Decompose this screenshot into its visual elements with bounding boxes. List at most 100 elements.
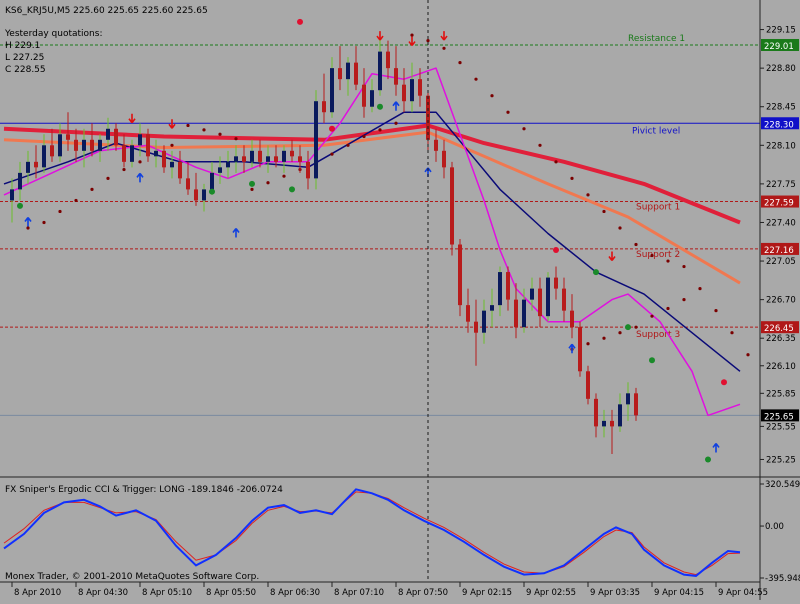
candle-body — [210, 172, 214, 190]
candle-body — [434, 139, 438, 151]
signal-dot — [297, 18, 303, 25]
symbol-header: KS6_KRJ5U,M5 225.60 225.65 225.60 225.65 — [5, 6, 208, 16]
sell-arrow-icon — [168, 119, 176, 129]
candle-body — [34, 161, 38, 168]
oscillator-tick-label: 0.00 — [765, 522, 784, 532]
level-tag: 227.59 — [764, 199, 794, 209]
psar-dot — [426, 38, 430, 43]
psar-dot — [586, 193, 590, 197]
candle-body — [466, 305, 470, 322]
moving-average-line — [3, 130, 741, 285]
signal-dot — [249, 180, 255, 187]
time-tick-label: 8 Apr 06:30 — [270, 588, 320, 598]
psar-dot — [698, 287, 702, 291]
candle-body — [626, 393, 630, 405]
moving-average-line — [3, 123, 741, 225]
parabolic-sar-dots — [26, 33, 750, 357]
psar-dot — [650, 314, 654, 318]
level-label: Support 2 — [636, 250, 680, 260]
psar-dot — [410, 33, 414, 37]
psar-dot — [522, 127, 526, 131]
sell-arrow-icon — [376, 31, 384, 41]
candle-body — [410, 79, 414, 102]
candle-body — [290, 150, 294, 157]
candlestick-series — [10, 35, 638, 454]
candle-body — [10, 189, 14, 201]
level-tag-bg — [761, 117, 799, 130]
time-tick-label: 8 Apr 07:10 — [334, 588, 384, 598]
level-label: Pivict level — [632, 126, 680, 136]
level-tag: 227.16 — [764, 246, 794, 256]
candle-body — [354, 62, 358, 85]
price-tick-label: 228.45 — [766, 103, 796, 113]
candle-body — [218, 167, 222, 173]
psar-dot — [490, 94, 494, 98]
time-tick-label: 8 Apr 04:30 — [78, 588, 128, 598]
price-tick-label: 226.10 — [766, 362, 796, 372]
candle-body — [90, 139, 94, 151]
time-tick-label: 9 Apr 04:15 — [654, 588, 704, 598]
candle-body — [562, 288, 566, 311]
psar-dot — [250, 187, 254, 191]
price-tick-label: 228.80 — [766, 64, 796, 74]
candle-body — [18, 172, 22, 190]
psar-dot — [570, 176, 574, 180]
candle-body — [194, 189, 198, 201]
candle-body — [554, 277, 558, 289]
sell-arrow-icon — [128, 113, 136, 124]
psar-dot — [714, 309, 718, 313]
candle-body — [346, 62, 350, 80]
signal-dot — [705, 456, 711, 463]
copyright-text: Monex Trader, © 2001-2010 MetaQuotes Sof… — [5, 572, 259, 582]
candle-body — [298, 156, 302, 162]
candle-body — [570, 310, 574, 328]
time-tick-label: 8 Apr 05:10 — [142, 588, 192, 598]
price-tick-label: 227.05 — [766, 257, 796, 267]
signal-dot — [593, 269, 599, 276]
price-tick-label: 226.70 — [766, 296, 796, 306]
candle-body — [66, 134, 70, 140]
signal-dot — [625, 324, 631, 331]
candle-body — [602, 420, 606, 427]
time-tick-label: 9 Apr 03:35 — [590, 588, 640, 598]
candle-body — [106, 128, 110, 140]
candle-body — [362, 84, 366, 107]
buy-arrow-icon — [136, 172, 144, 183]
price-axis-ticks: 229.15 228.80 228.45 228.10 227.75 227.40 227.… — [760, 26, 796, 465]
candle-body — [162, 150, 166, 168]
candle-body — [98, 139, 102, 151]
candle-body — [154, 150, 158, 157]
psar-dot — [218, 132, 222, 136]
psar-dot — [122, 167, 126, 172]
sell-arrow-icon — [608, 251, 616, 262]
candle-body — [322, 101, 326, 113]
psar-dot — [74, 198, 78, 203]
oscillator-axis-ticks: 320.5494 0.00 -395.9481 — [760, 480, 800, 584]
price-tick-label: 227.75 — [766, 180, 796, 190]
candle-body — [586, 371, 590, 399]
psar-dot — [202, 128, 206, 132]
level-label: Resistance 1 — [628, 34, 685, 44]
candle-body — [490, 305, 494, 311]
psar-dot — [666, 259, 670, 263]
candle-body — [402, 84, 406, 102]
psar-dot — [682, 264, 686, 269]
level-tag: 228.30 — [764, 120, 794, 130]
signal-dot — [209, 188, 215, 195]
signal-dot — [329, 125, 335, 132]
ergodic-cci-oscillator — [3, 488, 741, 577]
signal-arrows — [24, 31, 720, 453]
candle-body — [450, 167, 454, 245]
candle-body — [482, 310, 486, 333]
psar-dot — [746, 353, 750, 357]
level-tag: 229.01 — [764, 42, 794, 52]
candle-body — [378, 51, 382, 91]
buy-arrow-icon — [24, 216, 32, 227]
current-price-tag-bg — [761, 409, 799, 422]
candle-body — [234, 156, 238, 162]
time-axis-ticks: 8 Apr 2010 8 Apr 04:30 8 Apr 05:10 8 Apr 05… — [11, 582, 768, 598]
oscillator-tick-label: 320.5494 — [765, 480, 800, 490]
psar-dot — [458, 61, 462, 65]
